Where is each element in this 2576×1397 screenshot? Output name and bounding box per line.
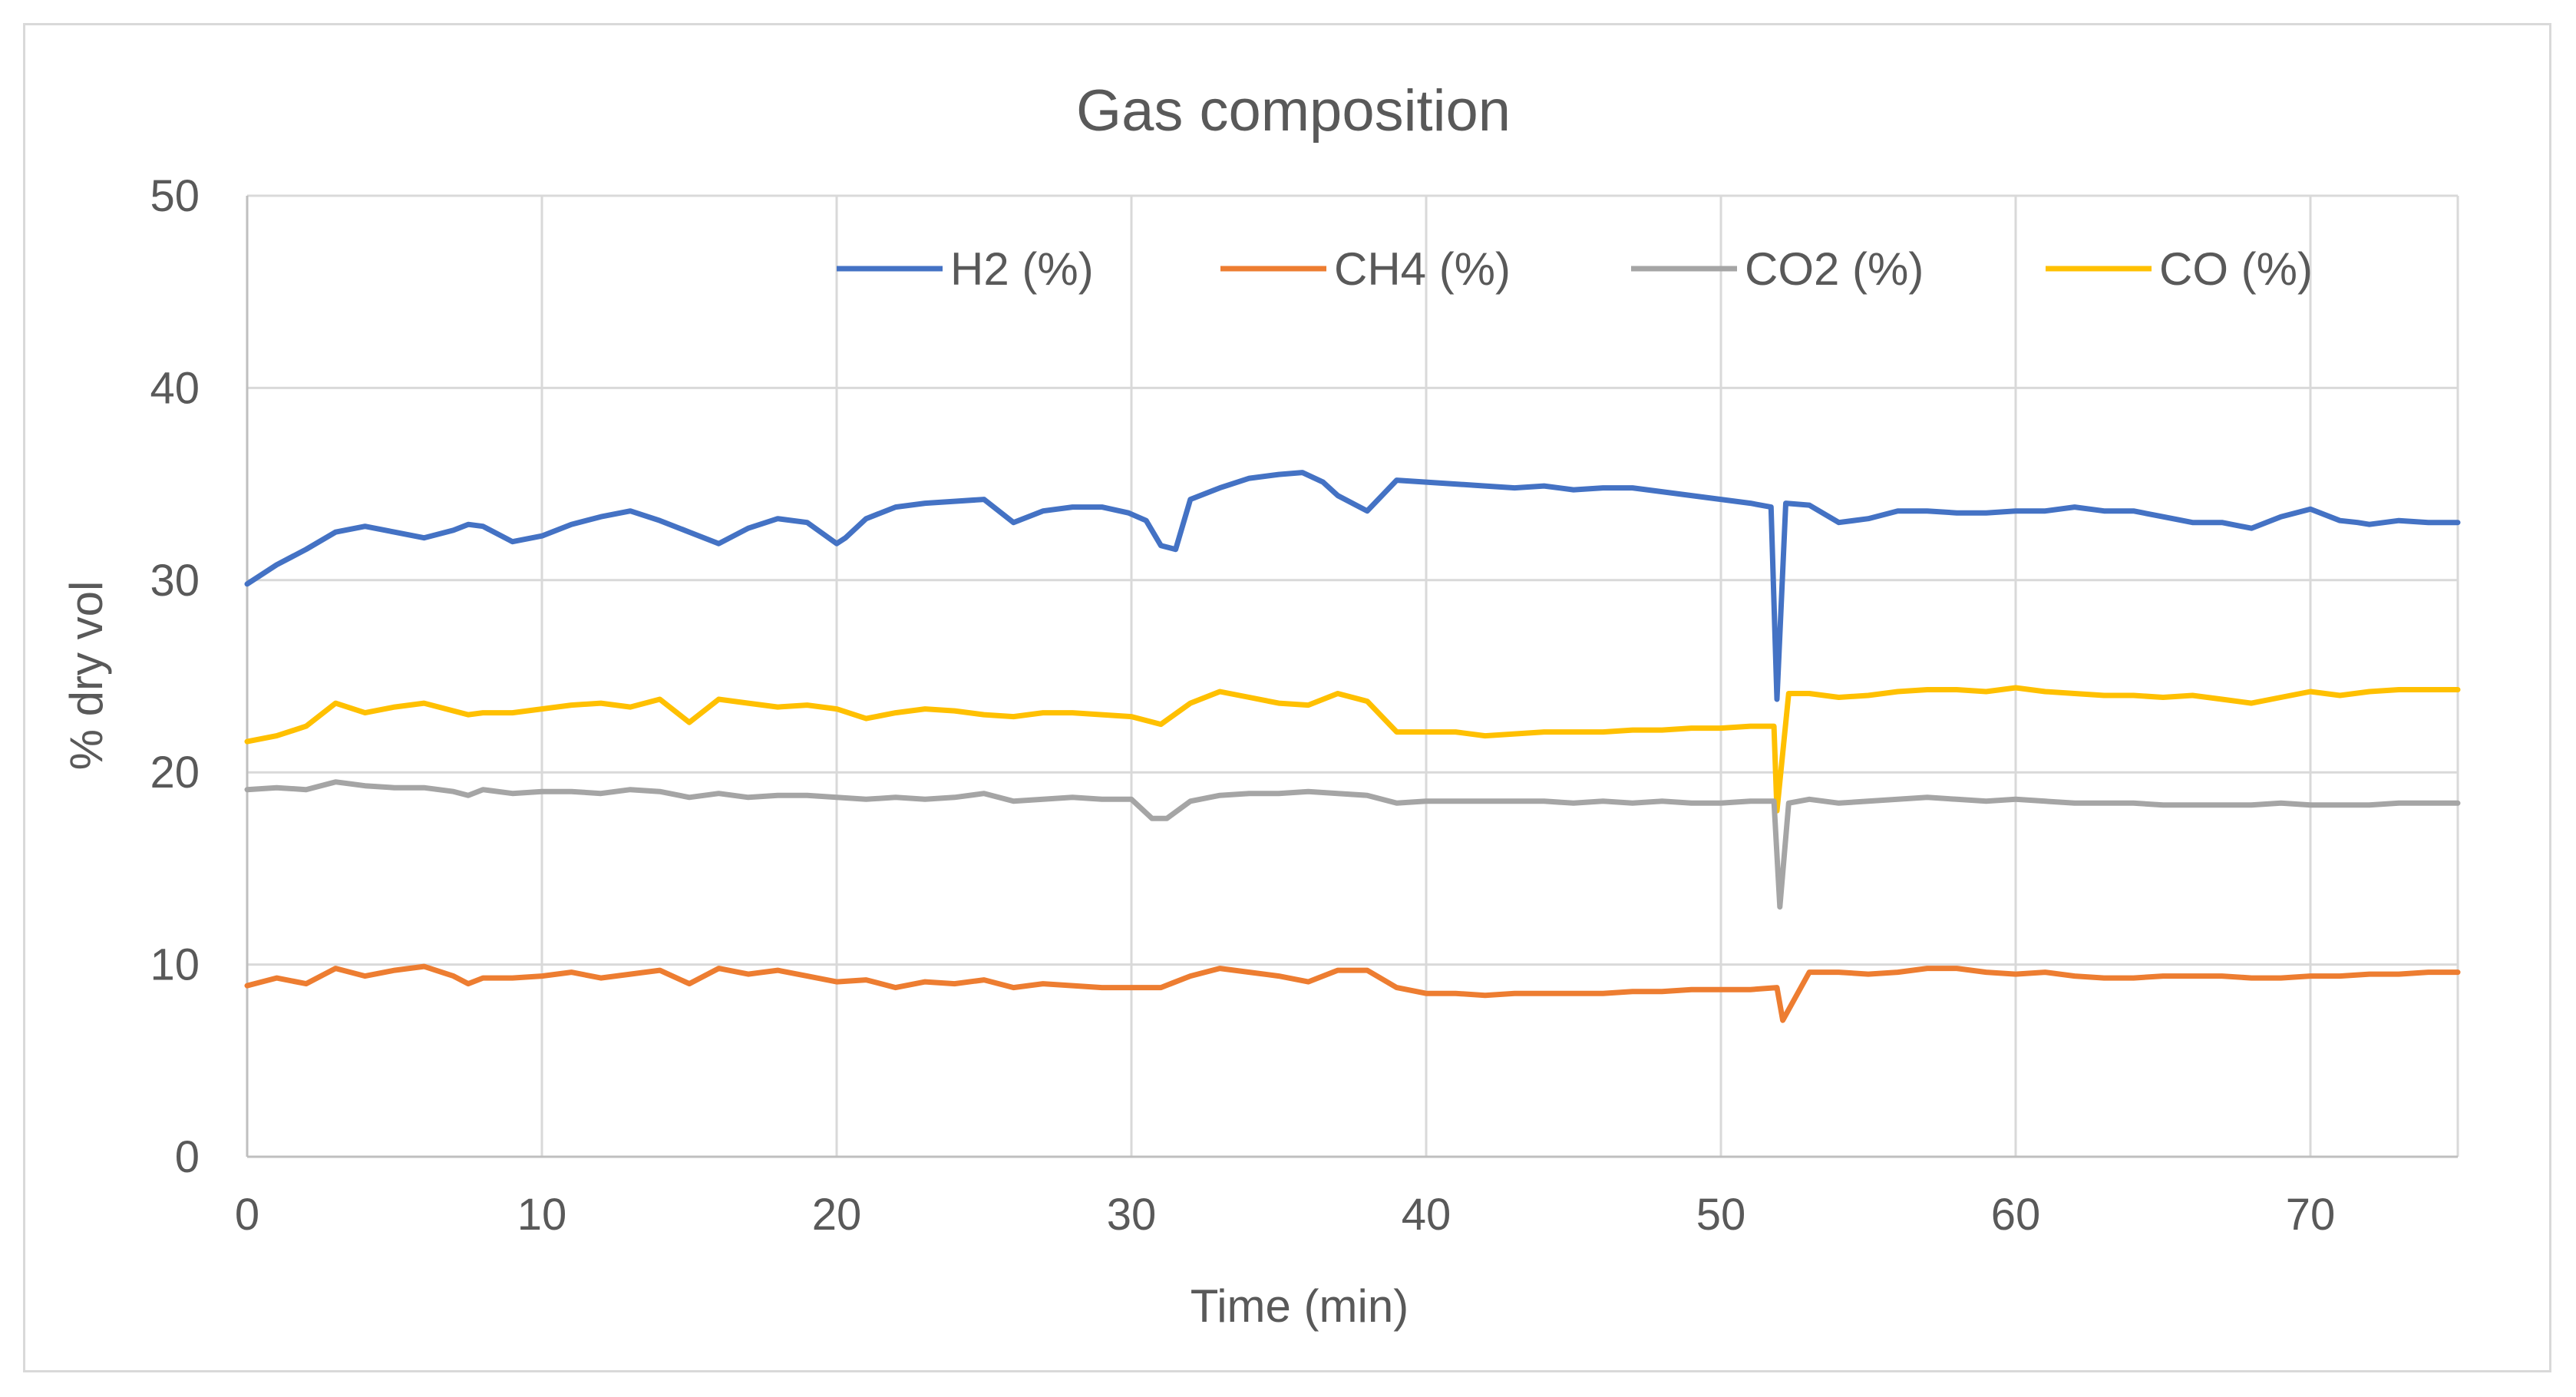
chart-title: Gas composition [1076,78,1511,144]
y-tick-label: 40 [150,363,200,413]
legend-label: H2 (%) [950,243,1094,295]
legend-label: CH4 (%) [1334,243,1511,295]
x-tick-label: 70 [2286,1190,2336,1240]
y-tick-label: 0 [175,1132,200,1182]
legend-label: CO2 (%) [1745,243,1924,295]
y-tick-label: 50 [150,171,200,221]
x-tick-label: 60 [1991,1190,2041,1240]
series-line-co [244,685,2461,814]
x-tick-label: 40 [1402,1190,1451,1240]
series-line-ch4 [244,963,2461,1023]
x-tick-label: 30 [1107,1190,1157,1240]
legend: H2 (%) CH4 (%) CO2 (%) CO (%) [837,243,2313,295]
x-axis-title: Time (min) [1191,1280,1409,1332]
y-tick-label: 20 [150,748,200,798]
series-line-h2 [244,470,2461,702]
gridlines [247,194,2459,1157]
y-tick-label: 10 [150,940,200,990]
x-tick-label: 0 [235,1190,259,1240]
x-tick-label: 10 [517,1190,567,1240]
series-layer [244,470,2461,1023]
series-line-co2 [244,779,2461,910]
x-tick-label: 20 [812,1190,862,1240]
axes: 0 10 20 30 40 50 0 10 20 30 40 50 60 70 [150,171,2458,1240]
legend-label: CO (%) [2159,243,2313,295]
y-tick-label: 30 [150,556,200,606]
y-axis-title: % dry vol [61,581,112,771]
x-tick-label: 50 [1696,1190,1746,1240]
